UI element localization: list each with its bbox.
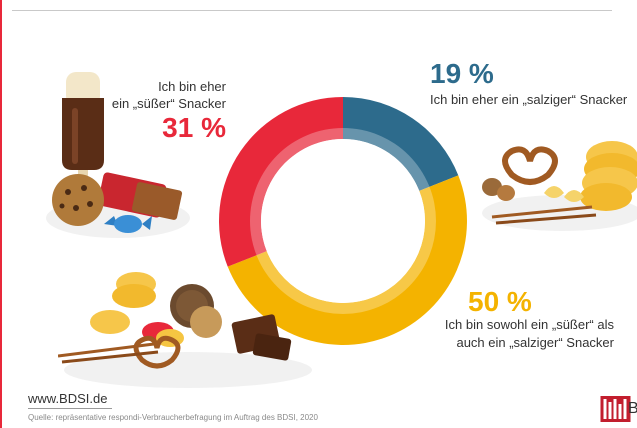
footer-divider	[28, 408, 112, 409]
footer-website-link[interactable]: www.BDSI.de	[28, 391, 108, 406]
both-label-line1: Ich bin sowohl ein „süßer“ als	[444, 317, 614, 332]
slice-sweet	[219, 97, 343, 267]
donut-chart	[219, 97, 467, 345]
sweets-illustration-icon	[46, 72, 190, 238]
bdsi-logo-icon	[600, 396, 631, 422]
slice-both	[227, 175, 467, 345]
sweet-label-line1: Ich bin eher	[158, 79, 226, 94]
salty-label: Ich bin eher ein „salziger“ Snacker	[430, 92, 628, 107]
mixed-snacks-illustration-icon	[58, 272, 312, 388]
both-percentage: 50 %	[468, 286, 532, 317]
logo-wordmark: B	[628, 400, 637, 417]
slice-salty	[343, 97, 459, 191]
header-divider	[12, 10, 612, 11]
footer-source-note: Quelle: repräsentative respondi-Verbrauc…	[28, 413, 318, 422]
frame-accent-line	[0, 0, 2, 428]
sweet-label: Ich bin eher ein „süßer“ Snacker	[96, 78, 226, 112]
sweet-label-line2: ein „süßer“ Snacker	[111, 96, 226, 111]
both-label: Ich bin sowohl ein „süßer“ als auch ein …	[404, 316, 614, 352]
donut-hole	[261, 139, 425, 303]
sweet-percentage: 31 %	[162, 112, 226, 143]
both-label-line2: auch ein „salziger“ Snacker	[456, 335, 614, 350]
salty-percentage: 19 %	[430, 58, 494, 89]
salty-snacks-illustration-icon	[482, 141, 637, 231]
